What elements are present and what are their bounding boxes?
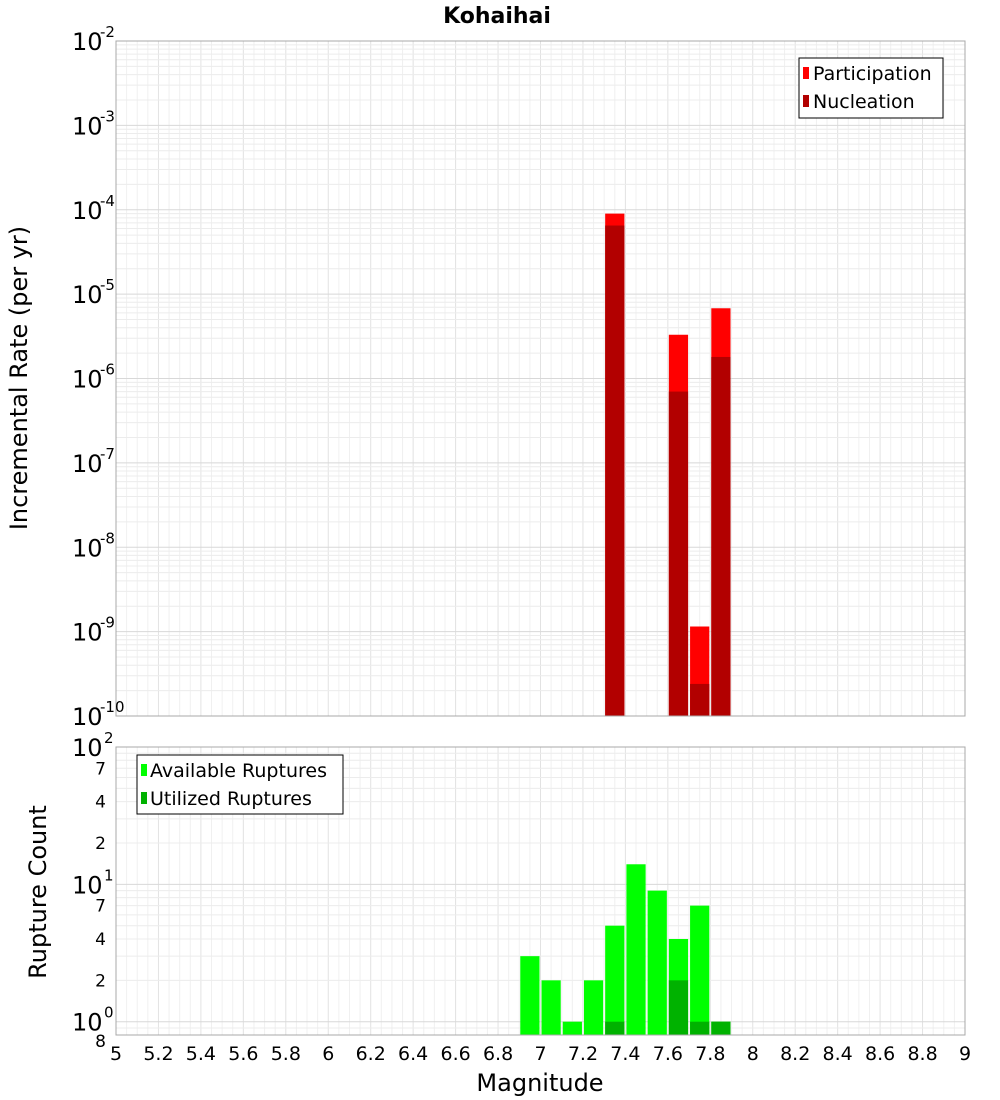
bar-utilized-ruptures-7.35 (605, 1021, 625, 1035)
bar-nucleation-7.35 (605, 225, 625, 716)
y-tick-label: 10 (72, 450, 103, 478)
legend-label-available: Available Ruptures (150, 760, 327, 782)
bar-nucleation-7.75 (690, 683, 710, 716)
legend-swatch-available (141, 764, 147, 776)
y-tick-exponent: -4 (100, 192, 115, 210)
bar-nucleation-7.85 (711, 356, 731, 716)
legend-swatch-participation (803, 67, 809, 79)
bar-available-ruptures-7.05 (541, 980, 561, 1035)
x-tick-label: 6.4 (398, 1043, 428, 1065)
y-tick-exponent: -10 (100, 698, 125, 716)
x-tick-label: 8.2 (780, 1043, 810, 1065)
y-tick-label: 10 (72, 197, 103, 225)
y-minor-tick-label: 2 (95, 834, 106, 854)
x-tick-label: 5 (110, 1043, 122, 1065)
y-tick-exponent: 1 (104, 866, 114, 884)
top-bars (605, 213, 731, 717)
y-tick-label: 10 (72, 734, 103, 762)
bar-utilized-ruptures-7.75 (690, 1021, 710, 1035)
bar-available-ruptures-7.15 (562, 1021, 582, 1035)
y-tick-label: 10 (72, 28, 103, 56)
x-tick-label: 8.6 (865, 1043, 895, 1065)
x-tick-label: 6.8 (483, 1043, 513, 1065)
y-tick-exponent: -6 (100, 361, 115, 379)
y-minor-tick-label: 4 (95, 930, 106, 950)
x-axis-title: Magnitude (476, 1069, 603, 1097)
y-tick-label: 10 (72, 534, 103, 562)
y-minor-tick-label: 4 (95, 793, 106, 813)
x-tick-label: 9 (959, 1043, 971, 1065)
bottom-legend: Available Ruptures Utilized Ruptures (136, 754, 344, 815)
bar-utilized-ruptures-7.85 (711, 1021, 731, 1035)
chart-title: Kohaihai (443, 4, 551, 29)
top-legend-box (798, 57, 944, 119)
top-y-axis-title: Incremental Rate (per yr) (5, 226, 33, 530)
y-tick-label: 10 (72, 703, 103, 731)
x-tick-label: 8 (747, 1043, 759, 1065)
y-tick-label: 10 (72, 112, 103, 140)
bottom-plot-border (115, 746, 966, 1036)
legend-label-nucleation: Nucleation (813, 91, 915, 113)
legend-label-participation: Participation (813, 63, 932, 85)
x-tick-label: 6.2 (356, 1043, 386, 1065)
y-tick-exponent: 0 (104, 1004, 114, 1022)
x-tick-label: 6.6 (440, 1043, 470, 1065)
bottom-legend-box (136, 754, 344, 815)
y-tick-label: 10 (72, 366, 103, 394)
y-tick-exponent: -7 (100, 445, 115, 463)
y-minor-tick-label: 2 (95, 971, 106, 991)
bar-available-ruptures-7.45 (626, 864, 646, 1035)
x-tick-label: 7.4 (610, 1043, 640, 1065)
x-tick-label: 5.6 (228, 1043, 258, 1065)
bar-available-ruptures-6.95 (520, 956, 540, 1035)
x-ticks: 5 5.2 5.4 5.6 5.8 6 6.2 6.4 6.6 6.8 7 7.2 7.4 7.6 7.8 8… (110, 1043, 971, 1065)
x-tick-label: 5.4 (186, 1043, 216, 1065)
x-tick-label: 7 (534, 1043, 546, 1065)
bar-available-ruptures-7.25 (583, 980, 604, 1035)
x-tick-label: 5.8 (271, 1043, 301, 1065)
y-tick-label: 10 (72, 281, 103, 309)
y-tick-exponent: -5 (100, 276, 115, 294)
x-tick-label: 6 (322, 1043, 334, 1065)
legend-swatch-utilized (141, 792, 147, 804)
top-grid (115, 41, 966, 717)
y-tick-exponent: -2 (100, 23, 115, 41)
bar-available-ruptures-7.35 (605, 925, 625, 1035)
x-tick-label: 8.8 (907, 1043, 937, 1065)
x-tick-label: 7.6 (653, 1043, 683, 1065)
y-tick-exponent: -8 (100, 529, 115, 547)
bottom-y-axis-title: Rupture Count (24, 805, 52, 979)
y-minor-tick-label: 7 (95, 897, 106, 917)
top-plot-border (115, 40, 966, 717)
x-tick-label: 8.4 (823, 1043, 853, 1065)
y-tick-label: 10 (72, 1009, 103, 1037)
y-minor-tick-label: 8 (95, 1032, 106, 1052)
y-minor-tick-label: 7 (95, 759, 106, 779)
bar-available-ruptures-7.75 (690, 905, 710, 1035)
bottom-bars (520, 864, 731, 1035)
y-tick-exponent: -9 (100, 614, 115, 632)
bar-utilized-ruptures-7.65 (668, 980, 689, 1035)
legend-swatch-nucleation (803, 95, 809, 107)
x-tick-label: 5.2 (143, 1043, 173, 1065)
x-tick-label: 7.8 (695, 1043, 725, 1065)
bar-nucleation-7.65 (668, 391, 689, 716)
x-tick-label: 7.2 (568, 1043, 598, 1065)
y-tick-exponent: -3 (100, 107, 115, 125)
y-tick-exponent: 2 (104, 729, 114, 747)
y-tick-label: 10 (72, 619, 103, 647)
top-legend: Participation Nucleation (798, 57, 944, 119)
bar-available-ruptures-7.55 (647, 890, 667, 1035)
y-tick-label: 10 (72, 871, 103, 899)
legend-label-utilized: Utilized Ruptures (150, 788, 312, 810)
